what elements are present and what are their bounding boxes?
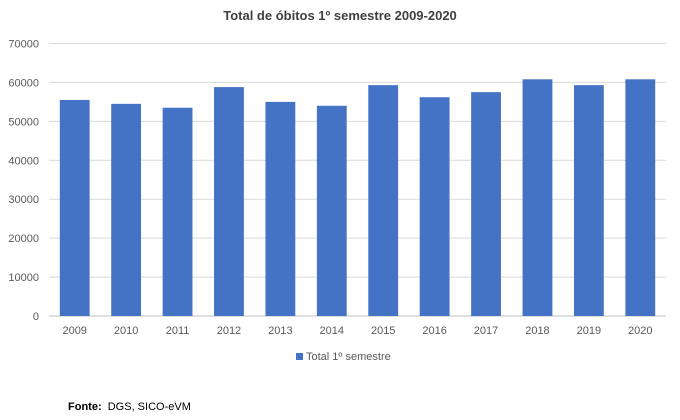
bar bbox=[368, 85, 399, 317]
x-tick-label: 2020 bbox=[628, 325, 652, 337]
y-tick-label: 70000 bbox=[8, 39, 39, 51]
chart-title: Total de óbitos 1º semestre 2009-2020 bbox=[223, 8, 457, 23]
bar bbox=[625, 79, 656, 316]
x-tick-label: 2016 bbox=[422, 325, 446, 337]
bar bbox=[419, 97, 450, 316]
source-text: DGS, SICO-eVM bbox=[107, 401, 191, 413]
source-note: Fonte: DGS, SICO-eVM bbox=[68, 401, 191, 413]
x-tick-label: 2018 bbox=[525, 325, 549, 337]
bar bbox=[316, 105, 347, 317]
bar bbox=[59, 99, 90, 316]
bar bbox=[214, 87, 244, 316]
x-tick-label: 2015 bbox=[371, 325, 395, 337]
x-tick-label: 2013 bbox=[268, 325, 292, 337]
x-tick-label: 2019 bbox=[577, 325, 601, 337]
legend-label: Total 1º semestre bbox=[306, 351, 391, 363]
y-tick-label: 10000 bbox=[8, 272, 39, 284]
x-tick-label: 2014 bbox=[320, 325, 344, 337]
y-tick-label: 30000 bbox=[8, 194, 39, 206]
legend-swatch bbox=[296, 353, 303, 360]
x-tick-label: 2017 bbox=[474, 325, 498, 337]
bar bbox=[573, 85, 604, 317]
x-tick-label: 2009 bbox=[62, 325, 86, 337]
y-tick-label: 50000 bbox=[8, 116, 39, 128]
bar bbox=[162, 107, 193, 316]
bar bbox=[471, 92, 501, 317]
y-tick-label: 0 bbox=[33, 311, 39, 323]
source-label: Fonte: bbox=[68, 401, 102, 413]
bar bbox=[522, 79, 553, 316]
bar bbox=[265, 101, 296, 317]
bar bbox=[111, 103, 142, 316]
y-tick-label: 20000 bbox=[8, 233, 39, 245]
x-tick-label: 2011 bbox=[166, 325, 190, 337]
y-tick-label: 40000 bbox=[8, 155, 39, 167]
x-tick-label: 2010 bbox=[114, 325, 138, 337]
y-tick-label: 60000 bbox=[8, 77, 39, 89]
x-tick-label: 2012 bbox=[217, 325, 241, 337]
